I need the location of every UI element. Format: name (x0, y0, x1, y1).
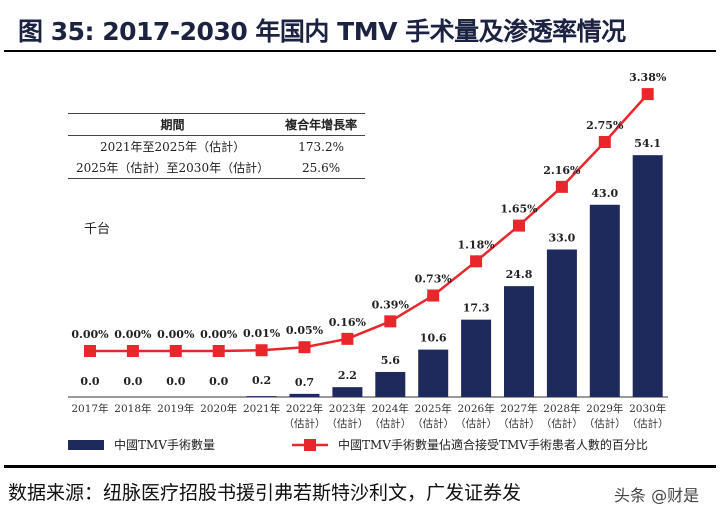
line-data-label: 2.75% (586, 119, 624, 132)
bar-data-label: 5.6 (381, 354, 400, 367)
table-cell: 25.6% (277, 157, 366, 179)
x-tick-label: （估計） (455, 417, 497, 430)
line-marker (212, 345, 225, 357)
line-data-label: 0.00% (200, 328, 238, 341)
watermark: 头条 @财是 (614, 486, 700, 505)
unit-label: 千台 (84, 222, 111, 237)
x-tick-label: （估計） (412, 417, 454, 430)
x-tick-label: 2025年 (415, 402, 452, 415)
bar (375, 371, 406, 397)
x-tick-label: 2019年 (157, 402, 194, 415)
title-rule (4, 50, 716, 52)
x-tick-label: 2020年 (200, 402, 237, 415)
x-tick-label: 2028年 (543, 402, 580, 415)
x-tick-label: 2023年 (329, 402, 366, 415)
x-tick-label: 2027年 (500, 402, 537, 415)
line-series (90, 93, 649, 353)
bar (546, 249, 577, 397)
bar (632, 155, 663, 397)
line-marker (126, 345, 139, 357)
bar (589, 204, 620, 397)
line-marker (384, 315, 397, 328)
line-data-label: 1.65% (500, 203, 538, 216)
legend-line-label: 中國TMV手術數量佔適合接受TMV手術患者人數的百分比 (338, 438, 648, 452)
x-tick-label: 2024年 (372, 402, 409, 415)
x-tick-label: 2017年 (71, 402, 108, 415)
line-marker (169, 345, 182, 357)
legend-bar-label: 中國TMV手術數量 (114, 438, 215, 452)
bar-data-label: 17.3 (463, 302, 490, 315)
table-header: 期間 (68, 113, 278, 136)
line-marker (641, 88, 654, 101)
x-tick-label: 2021年 (243, 402, 280, 415)
footer-rule (4, 465, 716, 468)
bar (418, 349, 449, 397)
bar-data-label: 0.0 (209, 375, 228, 388)
bar-data-label: 54.1 (634, 137, 661, 150)
legend-bar-swatch (68, 439, 104, 450)
line-marker (555, 180, 568, 193)
x-tick-label: （估計） (284, 417, 326, 430)
line-marker (470, 255, 483, 268)
line-data-label: 0.00% (114, 328, 152, 341)
bar-data-label: 10.6 (420, 332, 447, 345)
line-data-label: 0.73% (415, 273, 453, 286)
source-note: 数据来源：纽脉医疗招股书援引弗若斯特沙利文，广发证券发 (8, 482, 522, 504)
bar-data-label: 24.8 (506, 268, 533, 281)
line-data-label: 0.00% (157, 328, 195, 341)
x-tick-label: 2026年 (457, 402, 494, 415)
legend-line: 中國TMV手術數量佔適合接受TMV手術患者人數的百分比 (292, 436, 648, 453)
line-marker (341, 332, 354, 345)
line-data-label: 0.16% (329, 316, 367, 329)
line-marker (598, 136, 611, 148)
x-tick-label: 2030年 (629, 402, 666, 415)
x-tick-label: （估計） (326, 417, 368, 430)
line-data-label: 0.39% (372, 298, 410, 311)
x-tick-label: （估計） (369, 417, 411, 430)
bar (332, 387, 363, 397)
legend-bar: 中國TMV手術數量 (68, 436, 215, 453)
line-data-label: 0.05% (286, 324, 324, 337)
x-tick-label: （估計） (498, 417, 540, 430)
bar-data-label: 0.0 (166, 375, 185, 388)
line-data-label: 3.38% (629, 71, 667, 84)
table-header: 複合年增長率 (277, 113, 366, 136)
line-data-label: 2.16% (543, 164, 581, 177)
bar-data-label: 0.0 (80, 375, 99, 388)
x-tick-label: （估計） (627, 417, 669, 430)
x-tick-label: 2022年 (286, 402, 323, 415)
legend-line-swatch (292, 438, 328, 451)
figure-title: 图 35: 2017-2030 年国内 TMV 手术量及渗透率情况 (18, 17, 626, 46)
line-marker (298, 341, 311, 354)
bar-data-label: 0.2 (252, 374, 271, 387)
bar (504, 286, 534, 397)
x-tick-label: （估計） (541, 417, 583, 430)
chart-svg: 2017年 0.0 2018年 0.0 2019年 0.0 2020年 0.0 2021年 0.2… (68, 71, 669, 430)
bar-data-label: 33.0 (549, 231, 576, 244)
line-marker (427, 289, 440, 302)
bar-data-label: 43.0 (591, 187, 618, 200)
line-marker (255, 344, 268, 357)
table-cell: 173.2% (298, 139, 344, 154)
line-data-label: 1.18% (457, 238, 495, 251)
bar (289, 393, 320, 397)
bar (461, 319, 492, 397)
cagr-table: 期間 複合年增長率 2021年至2025年（估計） 173.2% 2025年（估計）… (68, 113, 366, 179)
line-marker (513, 219, 525, 232)
x-tick-label: 2018年 (114, 402, 151, 415)
x-tick-label: （估計） (584, 417, 626, 430)
bar-data-label: 0.7 (295, 376, 314, 389)
bar-data-label: 2.2 (338, 369, 357, 382)
bar (246, 396, 277, 397)
table-cell: 2021年至2025年（估計） (100, 140, 246, 154)
bar-data-label: 0.0 (123, 375, 142, 388)
line-data-label: 0.00% (71, 328, 109, 341)
x-tick-label: 2029年 (586, 402, 623, 415)
line-marker (84, 345, 96, 357)
line-data-label: 0.01% (243, 327, 281, 340)
table-cell: 2025年（估計）至2030年（估計） (68, 157, 278, 179)
